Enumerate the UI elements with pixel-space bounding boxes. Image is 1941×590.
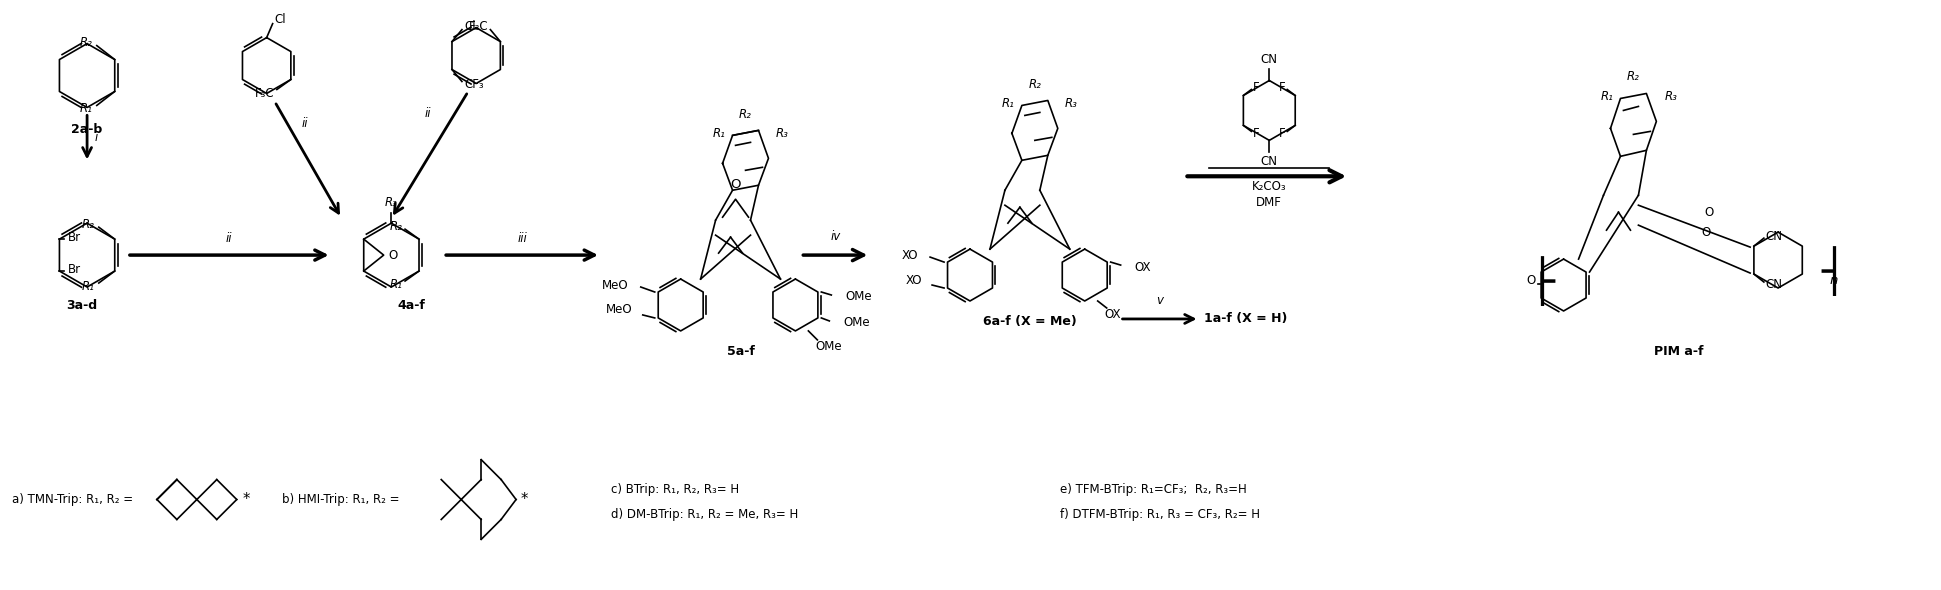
Text: R₂: R₂ [80,36,93,49]
Text: *: * [520,492,528,507]
Text: d) DM-BTrip: R₁, R₂ = Me, R₃= H: d) DM-BTrip: R₁, R₂ = Me, R₃= H [611,508,798,521]
Text: ├: ├ [1801,245,1826,295]
Text: R₁: R₁ [80,102,93,115]
Text: Br: Br [68,231,80,244]
Text: XO: XO [906,274,922,287]
Text: 6a-f (X = Me): 6a-f (X = Me) [982,315,1077,328]
Text: OMe: OMe [844,290,872,303]
Text: F: F [1279,127,1285,140]
Text: iv: iv [831,230,840,243]
Text: O: O [730,178,741,191]
Text: *: * [243,492,250,507]
Text: b) HMI-Trip: R₁, R₂ =: b) HMI-Trip: R₁, R₂ = [281,493,400,506]
Text: PIM a-f: PIM a-f [1654,345,1702,358]
Text: CN: CN [1262,155,1277,168]
Text: F₃C: F₃C [470,20,489,33]
Text: a) TMN-Trip: R₁, R₂ =: a) TMN-Trip: R₁, R₂ = [12,493,134,506]
Text: R₃: R₃ [1066,97,1077,110]
Text: R₂: R₂ [1627,70,1640,83]
Text: R₃: R₃ [1663,90,1677,103]
Text: O: O [1526,274,1535,287]
Text: OX: OX [1104,309,1122,322]
Text: R₃: R₃ [384,196,398,209]
Text: v: v [1157,294,1163,307]
Text: n: n [1830,274,1838,287]
Text: R₁: R₁ [390,277,404,290]
Text: F: F [1254,81,1260,94]
Text: f) DTFM-BTrip: R₁, R₃ = CF₃, R₂= H: f) DTFM-BTrip: R₁, R₃ = CF₃, R₂= H [1060,508,1260,521]
Text: R₂: R₂ [1029,78,1040,91]
Text: OX: OX [1135,261,1151,274]
Text: OMe: OMe [842,316,870,329]
Text: 1a-f (X = H): 1a-f (X = H) [1205,313,1287,326]
Text: ii: ii [225,232,233,245]
Text: iii: iii [516,232,526,245]
Text: XO: XO [903,248,918,261]
Text: F: F [1254,127,1260,140]
Text: CN: CN [1262,53,1277,65]
Text: CN: CN [1766,230,1784,242]
Text: R₂: R₂ [390,219,404,232]
Text: 2a-b: 2a-b [72,123,103,136]
Text: F₃C: F₃C [256,87,276,100]
Text: 3a-d: 3a-d [66,299,97,312]
Text: ii: ii [301,117,309,130]
Text: MeO: MeO [602,278,629,291]
Text: 4a-f: 4a-f [398,299,425,312]
Text: K₂CO₃: K₂CO₃ [1252,181,1287,194]
Text: F: F [1279,81,1285,94]
Text: DMF: DMF [1256,196,1283,209]
Text: Br: Br [68,263,80,276]
Text: R₁: R₁ [1002,97,1015,110]
Text: R₂: R₂ [740,109,751,122]
Text: 5a-f: 5a-f [726,345,755,358]
Text: Cl: Cl [464,20,476,33]
Text: R₁: R₁ [82,280,95,293]
Text: ii: ii [425,107,431,120]
Text: O: O [1702,225,1710,238]
Text: O: O [388,248,398,261]
Text: OMe: OMe [815,340,842,353]
Text: R₃: R₃ [776,127,788,140]
Text: O: O [1704,206,1714,219]
Text: i: i [95,131,99,144]
Text: CF₃: CF₃ [464,78,483,91]
Text: R₁: R₁ [712,127,726,140]
Text: R₂: R₂ [82,218,95,231]
Text: c) BTrip: R₁, R₂, R₃= H: c) BTrip: R₁, R₂, R₃= H [611,483,740,496]
Text: ┤: ┤ [1531,255,1557,305]
Text: MeO: MeO [606,303,633,316]
Text: e) TFM-BTrip: R₁=CF₃;  R₂, R₃=H: e) TFM-BTrip: R₁=CF₃; R₂, R₃=H [1060,483,1246,496]
Text: CN: CN [1766,277,1784,290]
Text: R₁: R₁ [1601,90,1613,103]
Text: Cl: Cl [274,13,285,26]
